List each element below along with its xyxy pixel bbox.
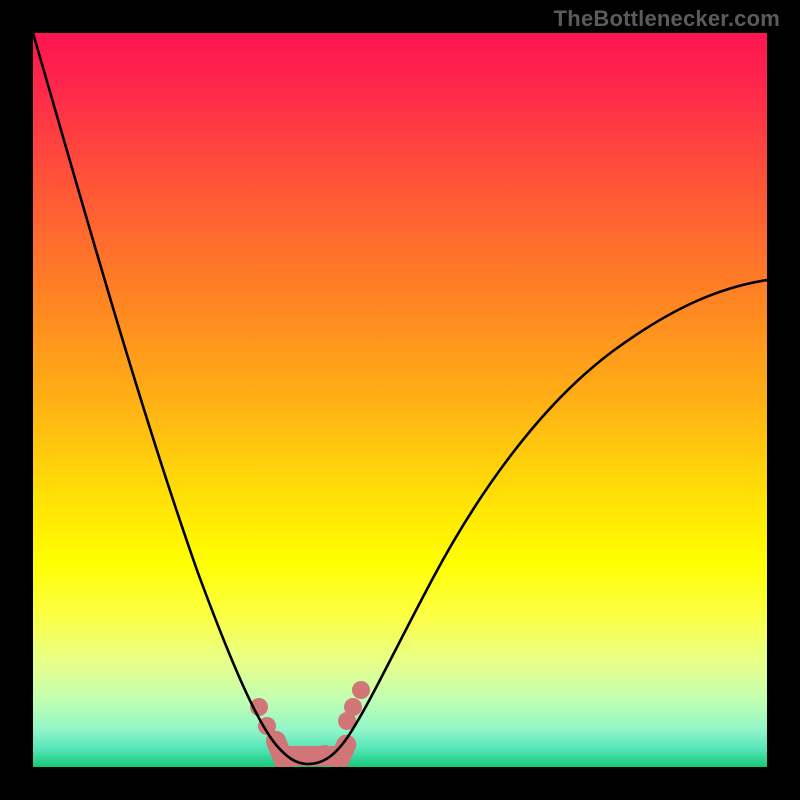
decor-dot xyxy=(344,698,362,716)
decor-dot xyxy=(352,681,370,699)
curve-layer xyxy=(33,33,767,767)
decor-group xyxy=(250,681,370,767)
plot-area xyxy=(33,33,767,767)
stage: TheBottlenecker.com xyxy=(0,0,800,800)
bottleneck-curve xyxy=(33,33,767,764)
watermark-text: TheBottlenecker.com xyxy=(554,6,780,32)
